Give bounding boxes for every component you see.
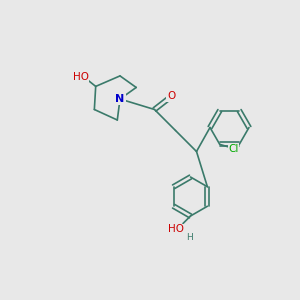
- Text: N: N: [116, 94, 124, 104]
- Text: H: H: [186, 233, 192, 242]
- Text: HO: HO: [73, 72, 89, 82]
- Text: Cl: Cl: [228, 144, 238, 154]
- Text: O: O: [167, 91, 175, 101]
- Text: HO: HO: [167, 224, 184, 235]
